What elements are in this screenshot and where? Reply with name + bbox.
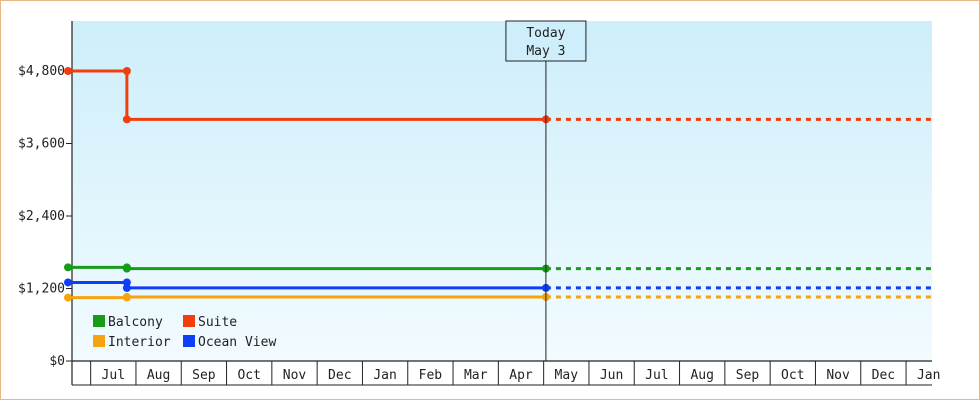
legend-label: Balcony <box>108 315 163 330</box>
y-tick-label: $4,800 <box>18 64 65 79</box>
legend-swatch <box>183 315 195 327</box>
y-tick-label: $1,200 <box>18 282 65 297</box>
today-date: May 3 <box>526 44 565 59</box>
x-tick-label: Dec <box>872 368 895 383</box>
x-tick-label: Nov <box>283 368 307 383</box>
plot-background <box>72 21 932 361</box>
x-tick-label: Dec <box>328 368 351 383</box>
data-point <box>123 293 131 301</box>
data-point <box>123 115 131 123</box>
x-tick-label: Jun <box>600 368 623 383</box>
x-tick-label: Sep <box>192 368 216 383</box>
x-tick-label: Jan <box>373 368 396 383</box>
x-tick-label: Jul <box>645 368 668 383</box>
data-point <box>64 278 72 286</box>
x-tick-label: Aug <box>690 368 713 383</box>
x-tick-label: Jan <box>917 368 940 383</box>
legend-label: Suite <box>198 315 237 330</box>
data-point <box>64 67 72 75</box>
x-tick-label: Feb <box>419 368 443 383</box>
series-line-balcony <box>68 267 546 268</box>
y-tick-label: $3,600 <box>18 137 65 152</box>
x-tick-label: Aug <box>147 368 170 383</box>
legend-swatch <box>93 315 105 327</box>
data-point <box>64 294 72 302</box>
x-tick-label: Sep <box>736 368 760 383</box>
x-tick-label: May <box>555 368 579 383</box>
x-tick-label: Oct <box>237 368 260 383</box>
legend-label: Interior <box>108 335 171 350</box>
today-label: Today <box>526 26 565 41</box>
data-point <box>123 67 131 75</box>
y-tick-label: $0 <box>49 354 65 369</box>
x-tick-label: Oct <box>781 368 804 383</box>
x-tick-label: Jul <box>102 368 125 383</box>
data-point <box>123 284 131 292</box>
x-tick-label: Mar <box>464 368 488 383</box>
x-tick-label: Apr <box>509 368 533 383</box>
series-line-interior <box>68 297 546 298</box>
y-tick-label: $2,400 <box>18 209 65 224</box>
legend-swatch <box>93 335 105 347</box>
data-point <box>64 263 72 271</box>
data-point <box>123 265 131 273</box>
x-tick-label: Nov <box>826 368 850 383</box>
legend-label: Ocean View <box>198 335 276 350</box>
legend-swatch <box>183 335 195 347</box>
